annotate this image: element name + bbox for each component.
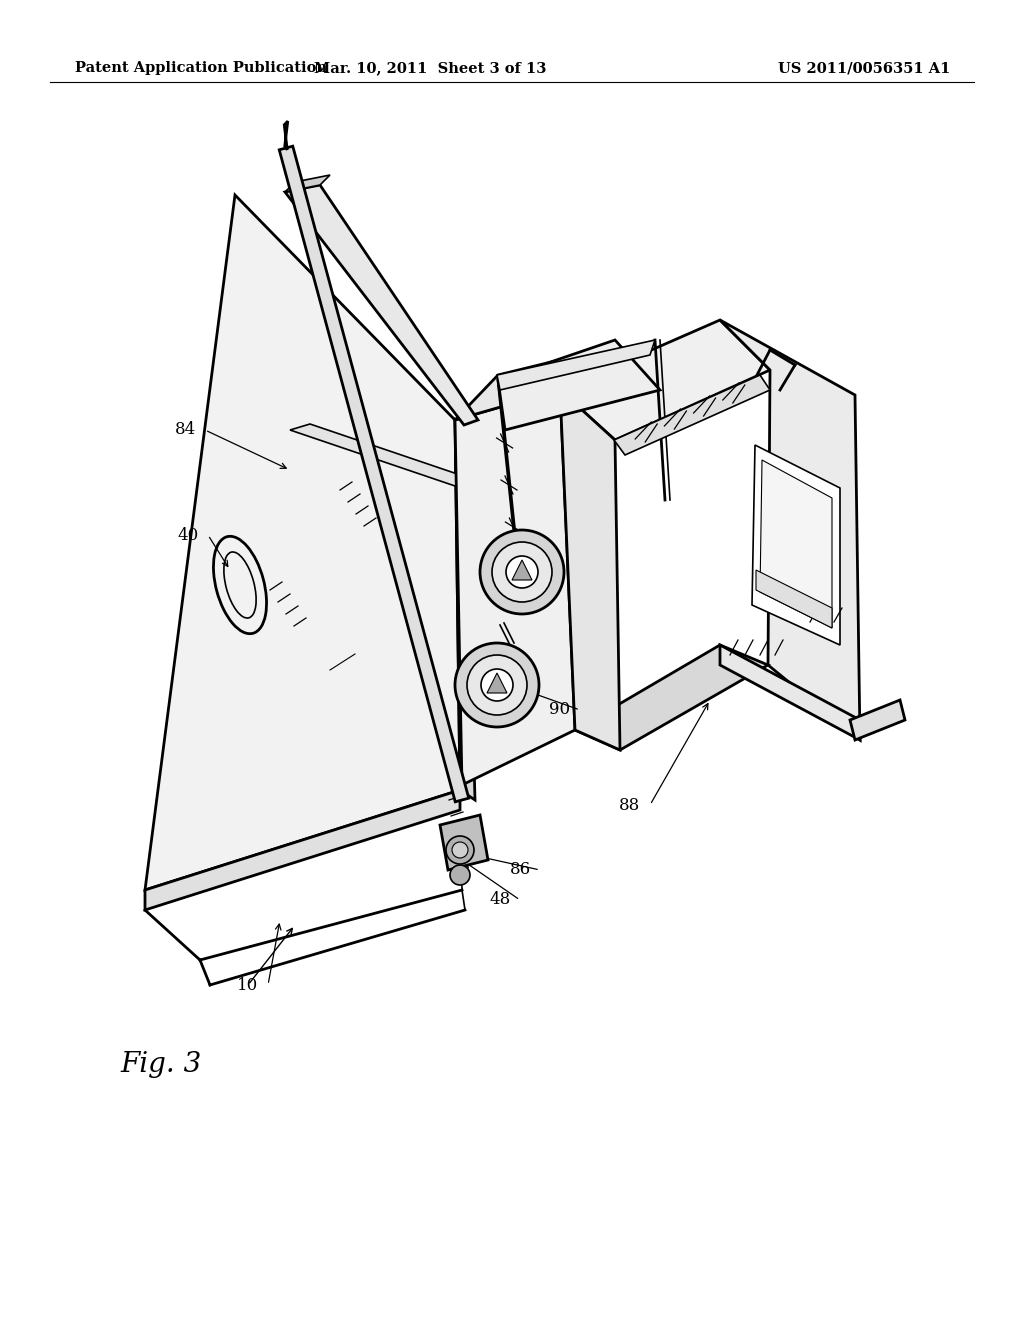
Circle shape	[455, 643, 539, 727]
Text: Fig. 3: Fig. 3	[120, 1052, 202, 1078]
Text: 86: 86	[509, 862, 530, 879]
Polygon shape	[720, 319, 860, 741]
Text: 48: 48	[489, 891, 511, 908]
Polygon shape	[720, 645, 860, 741]
Text: 90: 90	[550, 701, 570, 718]
Polygon shape	[850, 700, 905, 741]
Polygon shape	[290, 424, 475, 487]
Polygon shape	[145, 195, 460, 890]
Circle shape	[481, 669, 513, 701]
Polygon shape	[512, 560, 532, 579]
Circle shape	[446, 836, 474, 865]
Text: 84: 84	[174, 421, 196, 438]
Polygon shape	[455, 350, 600, 420]
Polygon shape	[560, 319, 770, 440]
Text: Patent Application Publication: Patent Application Publication	[75, 61, 327, 75]
Polygon shape	[497, 341, 655, 389]
Polygon shape	[614, 375, 770, 455]
Polygon shape	[752, 445, 840, 645]
Polygon shape	[498, 341, 660, 430]
Polygon shape	[560, 389, 620, 750]
Circle shape	[480, 531, 564, 614]
Circle shape	[467, 655, 527, 715]
Text: 88: 88	[620, 796, 641, 813]
Polygon shape	[285, 121, 288, 150]
Polygon shape	[440, 814, 488, 870]
Circle shape	[492, 543, 552, 602]
Polygon shape	[280, 147, 469, 801]
Polygon shape	[285, 176, 330, 191]
Polygon shape	[455, 389, 575, 785]
Text: Mar. 10, 2011  Sheet 3 of 13: Mar. 10, 2011 Sheet 3 of 13	[313, 61, 546, 75]
Polygon shape	[285, 185, 478, 425]
Text: 10: 10	[238, 977, 259, 994]
Circle shape	[506, 556, 538, 587]
Text: 40: 40	[177, 527, 199, 544]
Circle shape	[450, 865, 470, 884]
Polygon shape	[760, 459, 831, 628]
Polygon shape	[575, 645, 768, 750]
Text: US 2011/0056351 A1: US 2011/0056351 A1	[777, 61, 950, 75]
Polygon shape	[455, 420, 475, 800]
Polygon shape	[487, 673, 507, 693]
Circle shape	[452, 842, 468, 858]
Polygon shape	[756, 570, 831, 628]
Polygon shape	[145, 789, 460, 909]
